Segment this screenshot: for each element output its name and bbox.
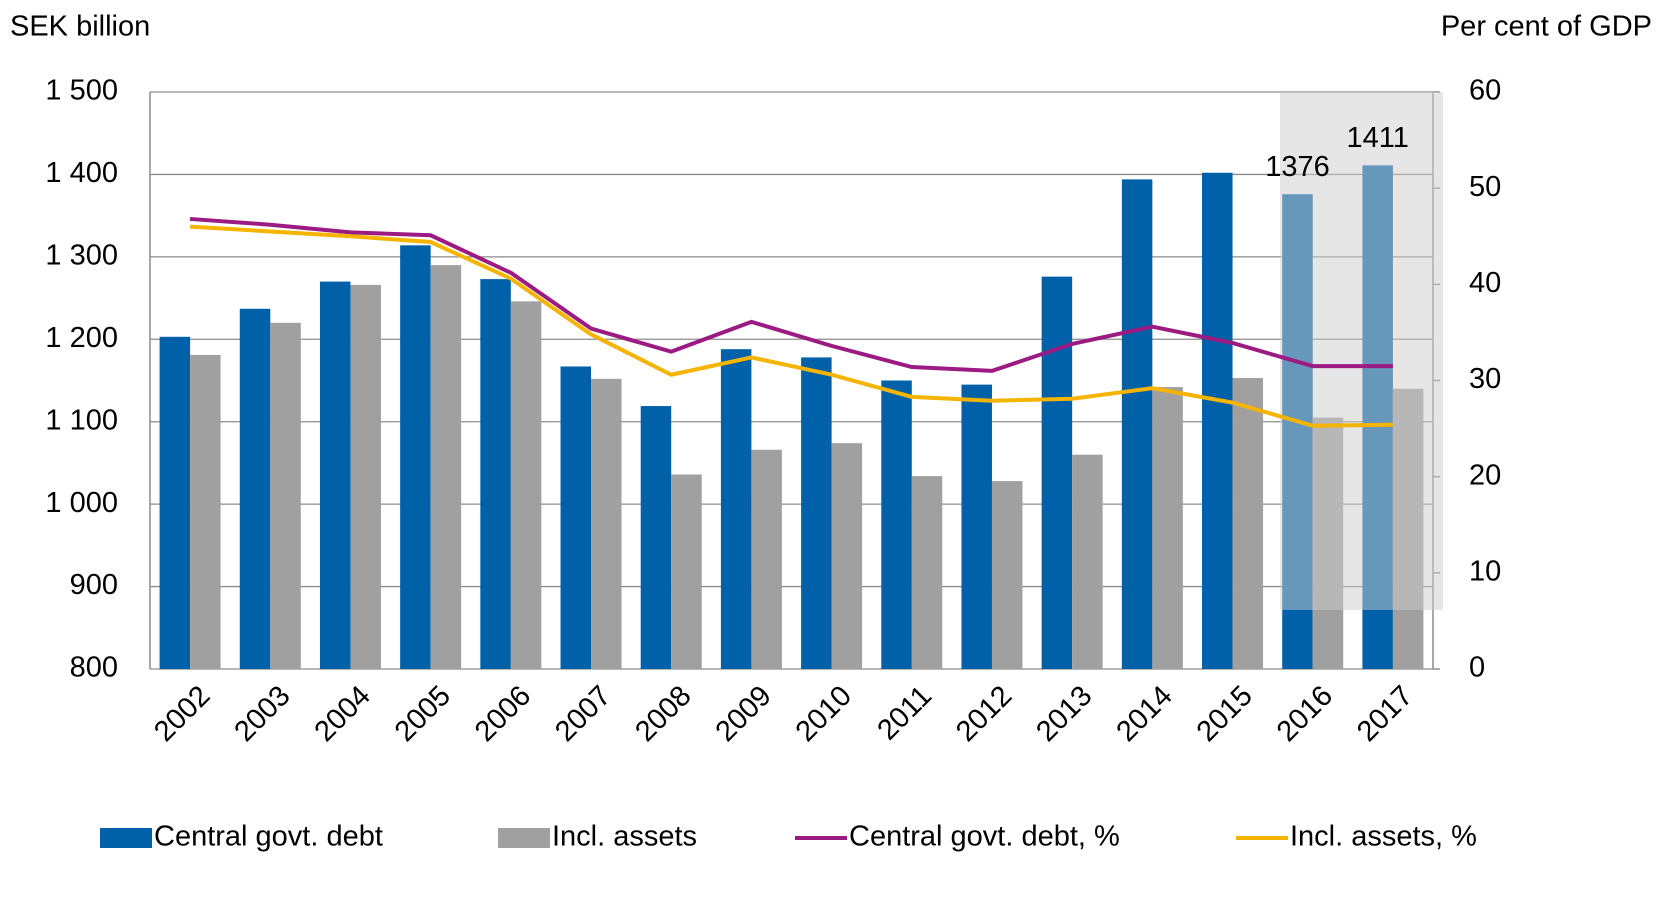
- bar: [270, 322, 301, 669]
- bar: [350, 284, 381, 669]
- y-tick-label: 1 500: [45, 75, 118, 107]
- x-tick-label: 2013: [1030, 680, 1098, 748]
- bar: [319, 281, 351, 669]
- y-tick-label: 1 400: [45, 157, 118, 189]
- y2-axis-title: Per cent of GDP: [1441, 11, 1652, 43]
- y-axis-title: SEK billion: [10, 11, 150, 43]
- bar: [720, 349, 752, 669]
- legend-label: Central govt. debt: [154, 821, 383, 853]
- x-tick-label: 2015: [1191, 680, 1259, 748]
- y2-tick-label: 20: [1469, 459, 1501, 491]
- bar: [991, 481, 1023, 669]
- legend-swatch: [498, 828, 550, 848]
- bar: [801, 357, 832, 669]
- bar: [1072, 454, 1103, 669]
- y2-tick-label: 0: [1469, 652, 1485, 684]
- bar: [671, 474, 702, 669]
- y-tick-label: 1 100: [45, 404, 118, 436]
- x-tick-label: 2003: [228, 680, 296, 748]
- x-tick-label: 2008: [629, 680, 697, 748]
- x-tick-label: 2007: [549, 680, 617, 748]
- bar: [560, 366, 592, 669]
- y-tick-label: 900: [70, 569, 118, 601]
- bar: [480, 279, 511, 669]
- bar: [640, 406, 672, 669]
- bar: [1232, 378, 1264, 669]
- bar: [1202, 172, 1233, 669]
- line: [189, 224, 1393, 428]
- legend-swatch: [100, 828, 152, 848]
- y-tick-label: 1 000: [45, 487, 118, 519]
- legend-label: Incl. assets, %: [1290, 821, 1477, 853]
- x-tick-label: 2011: [871, 680, 938, 747]
- bars: [159, 165, 1424, 670]
- legend-label: Central govt. debt, %: [849, 821, 1120, 853]
- bar: [1041, 276, 1073, 669]
- bar: [239, 308, 271, 669]
- x-tick-label: 2014: [1110, 680, 1178, 748]
- y2-tick-label: 50: [1469, 171, 1501, 203]
- bar: [190, 354, 221, 669]
- y2-tick-label: 10: [1469, 555, 1501, 587]
- bar: [831, 443, 863, 669]
- bar: [751, 449, 782, 669]
- x-tick-label: 2004: [309, 680, 377, 748]
- x-tick-label: 2009: [710, 680, 778, 748]
- bar: [881, 380, 912, 669]
- bar: [591, 378, 622, 669]
- x-tick-label: 2005: [389, 680, 457, 748]
- bar: [1152, 387, 1183, 669]
- x-tick-label: 2017: [1351, 680, 1419, 748]
- x-tick-label: 2016: [1271, 680, 1339, 748]
- legend: Central govt. debt Incl. assets Central go…: [100, 821, 1477, 853]
- x-tick-label: 2010: [790, 680, 858, 748]
- y-tick-label: 800: [70, 652, 118, 684]
- bar: [961, 384, 992, 669]
- bar: [400, 245, 431, 669]
- bar: [510, 301, 542, 669]
- y-tick-label: 1 200: [45, 322, 118, 354]
- y2-tick-label: 40: [1469, 267, 1501, 299]
- forecast-shade: [1280, 92, 1443, 610]
- x-tick-label: 2012: [950, 680, 1018, 748]
- data-label: 1411: [1346, 122, 1408, 154]
- lines: 1376 1411: [189, 122, 1409, 428]
- y-tick-label: 1 300: [45, 240, 118, 272]
- x-tick-label: 2006: [469, 680, 537, 748]
- y2-tick-label: 60: [1469, 75, 1501, 107]
- x-tick-label: 2002: [148, 680, 216, 748]
- bar: [1121, 179, 1153, 670]
- y2-tick-label: 30: [1469, 363, 1501, 395]
- bar: [911, 476, 943, 669]
- data-label: 1376: [1265, 151, 1330, 183]
- bar: [430, 265, 462, 669]
- legend-label: Incl. assets: [552, 821, 697, 853]
- line: [189, 216, 1393, 373]
- bar: [159, 336, 191, 669]
